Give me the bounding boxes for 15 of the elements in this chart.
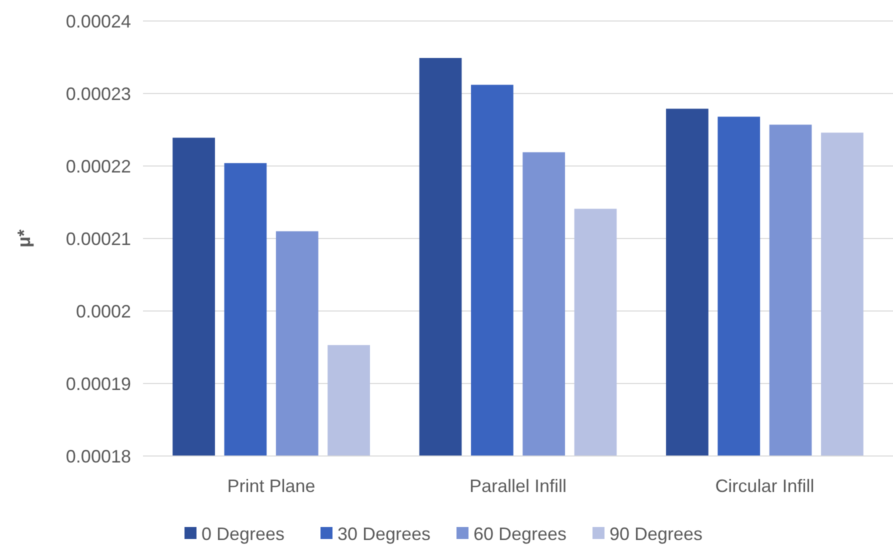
y-tick-label: 0.00024: [66, 11, 131, 32]
x-tick-label: Print Plane: [227, 476, 316, 496]
legend-label: 90 Degrees: [610, 524, 703, 544]
y-tick-label: 0.00019: [66, 374, 131, 394]
y-tick-label: 0.00021: [66, 228, 131, 249]
x-tick-label: Parallel Infill: [469, 476, 567, 496]
legend-label: 60 Degrees: [474, 524, 567, 544]
legend-label: 30 Degrees: [338, 524, 431, 544]
x-tick-label: Circular Infill: [715, 476, 814, 496]
y-axis-title: μ*: [14, 229, 34, 248]
y-tick-label: 0.00018: [66, 446, 131, 466]
y-tick-label: 0.00023: [66, 84, 131, 104]
legend-label: 0 Degrees: [202, 524, 285, 544]
y-tick-label: 0.00022: [66, 156, 131, 176]
y-tick-label: 0.0002: [76, 301, 131, 322]
